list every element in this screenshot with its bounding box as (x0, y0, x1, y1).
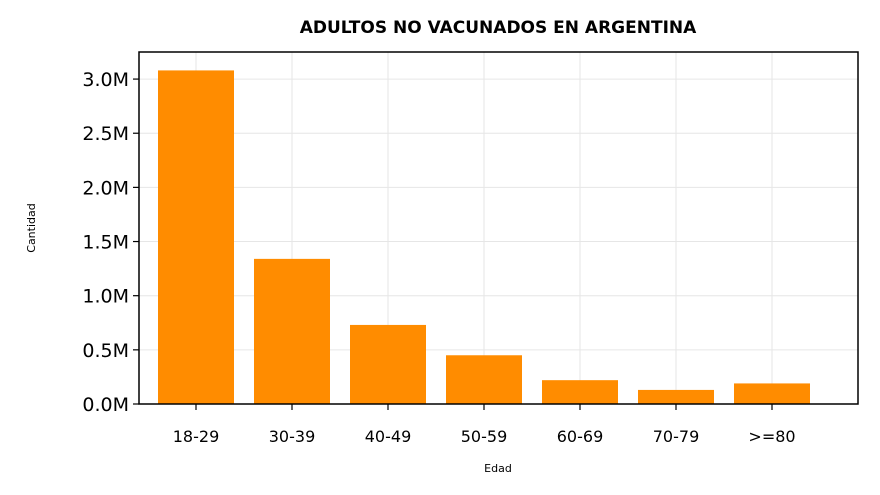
x-tick-label: >=80 (748, 427, 795, 446)
bar (734, 383, 810, 404)
y-tick-label: 1.0M (82, 286, 129, 308)
x-tick-label: 40-49 (365, 427, 412, 446)
grid (139, 52, 858, 405)
x-tick-label: 70-79 (653, 427, 700, 446)
bars (158, 70, 810, 405)
y-axis-ticks: 0.0M 0.5M 1.0M 1.5M 2.0M 2.5M 3.0M (82, 69, 139, 416)
plot-frame (138, 51, 859, 405)
y-tick-label: 2.0M (82, 177, 129, 199)
bar (542, 380, 618, 404)
bar (350, 324, 426, 404)
y-tick-label: 0.0M (82, 394, 129, 416)
x-axis-ticks: 18-29 30-39 40-49 50-59 60-69 70-79 >=80 (173, 404, 796, 446)
y-tick-label: 1.5M (82, 232, 129, 254)
bar (158, 70, 234, 405)
x-tick-label: 18-29 (173, 427, 220, 446)
y-tick-label: 2.5M (82, 123, 129, 145)
x-tick-label: 50-59 (461, 427, 508, 446)
x-tick-label: 30-39 (269, 427, 316, 446)
y-axis-label: Cantidad (25, 203, 38, 252)
bar (446, 355, 522, 404)
chart-title: ADULTOS NO VACUNADOS EN ARGENTINA (300, 18, 697, 38)
y-tick-label: 0.5M (82, 340, 129, 362)
y-tick-label: 3.0M (82, 69, 129, 91)
x-tick-label: 60-69 (557, 427, 604, 446)
bar (254, 258, 330, 404)
bar (638, 389, 714, 404)
x-axis-label: Edad (484, 462, 512, 475)
